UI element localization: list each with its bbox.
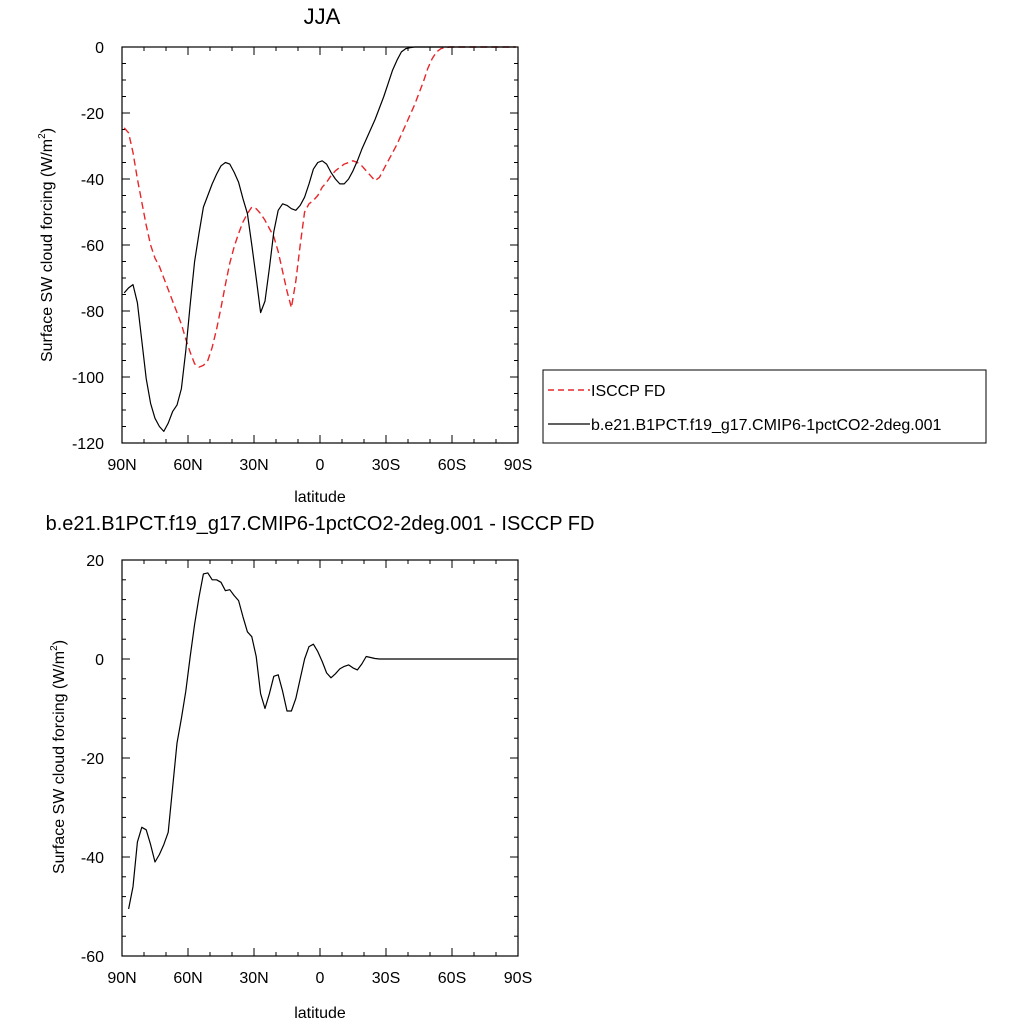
legend: ISCCP FD b.e21.B1PCT.f19_g17.CMIP6-1pctC… (542, 369, 987, 444)
top-xtick-label: 90S (504, 457, 532, 474)
bottom-ylabel-text: Surface SW cloud forcing (W/m (51, 651, 68, 874)
bottom-ytick-label: -20 (81, 751, 104, 768)
bottom-ytick-label: -60 (81, 949, 104, 966)
bottom-xtick-label: 60S (438, 970, 466, 987)
top-xtick-label: 60S (438, 457, 466, 474)
top-xtick-label: 60N (173, 457, 202, 474)
bottom-chart-panel: b.e21.B1PCT.f19_g17.CMIP6-1pctCO2-2deg.0… (46, 513, 595, 1022)
bottom-xtick-label: 90S (504, 970, 532, 987)
legend-box (542, 369, 987, 444)
bottom-chart-title: b.e21.B1PCT.f19_g17.CMIP6-1pctCO2-2deg.0… (46, 513, 595, 535)
top-chart-axes: 90N 60N 30N 0 30S 60S 90S 0 -20 -40 -60 -80 -100 -120 (72, 40, 532, 474)
bottom-ytick-label: 20 (86, 553, 104, 570)
top-xtick-label: 30S (372, 457, 400, 474)
bottom-ytick-label: -40 (81, 850, 104, 867)
bottom-xtick-label: 90N (107, 970, 136, 987)
bottom-xtick-label: 30S (372, 970, 400, 987)
top-ylabel-sup: 2 (37, 133, 48, 139)
bottom-ylabel-end: ) (51, 640, 68, 645)
top-ylabel-end: ) (39, 128, 56, 133)
top-chart-title: JJA (304, 4, 341, 29)
bottom-ylabel-sup: 2 (49, 645, 60, 651)
top-chart-plot-frame (121, 46, 519, 444)
bottom-xtick-label: 0 (316, 970, 325, 987)
top-ytick-label: -80 (81, 304, 104, 321)
top-chart-xlabel: latitude (294, 489, 346, 506)
top-chart-panel: JJA Surface SW cloud forcing (W/m2) lati… (37, 4, 532, 506)
top-ytick-label: -20 (81, 106, 104, 123)
bottom-xtick-label: 60N (173, 970, 202, 987)
top-ytick-label: 0 (95, 40, 104, 57)
top-ytick-label: -60 (81, 238, 104, 255)
svg-text:Surface SW cloud forcing (W/m2: Surface SW cloud forcing (W/m2) (37, 128, 56, 362)
bottom-chart-plot-frame (121, 559, 519, 957)
bottom-chart-ylabel: Surface SW cloud forcing (W/m2) (49, 640, 68, 874)
bottom-xtick-label: 30N (239, 970, 268, 987)
bottom-series-line-0 (128, 572, 516, 910)
top-ytick-label: -100 (72, 370, 104, 387)
bottom-chart-xlabel: latitude (294, 1005, 346, 1022)
bottom-ytick-label: 0 (95, 652, 104, 669)
legend-label-model: b.e21.B1PCT.f19_g17.CMIP6-1pctCO2-2deg.0… (591, 417, 942, 434)
top-xtick-label: 90N (107, 457, 136, 474)
top-xtick-label: 30N (239, 457, 268, 474)
top-chart-series (123, 46, 516, 432)
top-ytick-label: -120 (72, 436, 104, 453)
top-ytick-label: -40 (81, 172, 104, 189)
svg-text:Surface SW cloud forcing (W/m2: Surface SW cloud forcing (W/m2) (49, 640, 68, 874)
top-series-line-1 (123, 46, 516, 432)
top-xtick-label: 0 (316, 457, 325, 474)
top-chart-ylabel: Surface SW cloud forcing (W/m2) (37, 128, 56, 362)
bottom-chart-axes: 90N 60N 30N 0 30S 60S 90S 20 0 -20 -40 -60 (81, 553, 532, 987)
top-ylabel-text: Surface SW cloud forcing (W/m (39, 139, 56, 362)
legend-label-isccp: ISCCP FD (591, 383, 665, 400)
top-series-line-0 (123, 46, 516, 368)
bottom-chart-series (128, 572, 516, 910)
